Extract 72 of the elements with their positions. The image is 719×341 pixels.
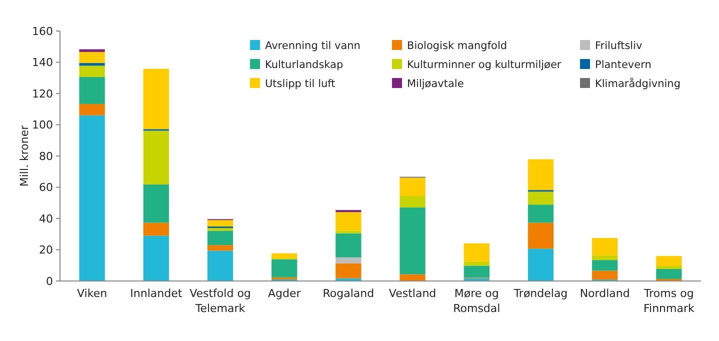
bar — [400, 207, 426, 274]
bar — [528, 204, 554, 223]
bar — [272, 259, 298, 278]
y-tick-label: 120 — [32, 87, 53, 100]
y-tick-label: 0 — [46, 274, 53, 288]
y-axis-title: Mill. kroner — [18, 124, 31, 187]
bar — [464, 266, 490, 278]
x-tick-label: Troms og Finnmark — [643, 287, 696, 315]
bar — [400, 274, 426, 281]
bar — [207, 220, 234, 226]
bar — [336, 257, 362, 264]
y-tick-label: 20 — [39, 244, 53, 257]
legend-label: Avrenning til vann — [265, 40, 360, 52]
legend-label: Kulturminner og kulturmiljøer — [407, 59, 562, 71]
legend-label: Kulturlandskap — [265, 59, 344, 71]
bar — [336, 233, 362, 258]
x-tick-label: Vestland — [388, 287, 436, 300]
bar — [207, 250, 234, 281]
bar — [656, 266, 682, 269]
y-tick-label: 80 — [39, 150, 53, 163]
legend-label: Plantevern — [595, 59, 652, 71]
legend-label: Miljøavtale — [407, 78, 464, 90]
bar — [79, 63, 105, 66]
x-tick-label: Innlandet — [130, 287, 183, 300]
x-tick-label: Nordland — [580, 287, 630, 300]
bar — [79, 115, 105, 281]
bar — [528, 222, 554, 249]
x-tick-label: Viken — [77, 287, 108, 300]
bar — [592, 238, 618, 256]
bar — [79, 104, 105, 116]
bar — [464, 243, 490, 262]
bar — [207, 228, 234, 231]
bar — [272, 253, 298, 258]
legend-label: Friluftsliv — [595, 40, 642, 52]
x-tick-label: Agder — [268, 287, 302, 300]
bar — [528, 192, 554, 205]
bar — [143, 222, 169, 236]
x-tick-label: Vestfold og Telemark — [190, 287, 251, 315]
bar — [400, 196, 426, 208]
bar — [656, 268, 682, 279]
y-tick-label: 140 — [32, 56, 53, 70]
y-tick-label: 60 — [39, 181, 53, 194]
legend-label: Klimarådgivning — [595, 77, 680, 90]
bar — [656, 256, 682, 266]
bar — [336, 263, 362, 278]
bar — [79, 66, 105, 77]
bar — [592, 260, 618, 271]
x-tick-label: Trøndelag — [512, 287, 568, 300]
bar — [79, 49, 105, 52]
y-tick-label: 160 — [32, 24, 53, 38]
bar — [207, 245, 234, 251]
bar — [336, 212, 362, 231]
bar — [79, 52, 105, 64]
bar — [592, 270, 618, 280]
bar — [143, 130, 169, 184]
bar — [528, 248, 554, 281]
bar — [464, 262, 490, 266]
bar — [528, 159, 554, 190]
x-tick-label: Rogaland — [322, 287, 374, 300]
bar — [143, 68, 169, 130]
y-tick-label: 100 — [32, 118, 53, 132]
bar — [400, 178, 426, 196]
bar — [592, 255, 618, 260]
bar — [143, 184, 169, 223]
bar — [207, 230, 234, 246]
y-tick-label: 40 — [39, 212, 53, 226]
bar — [79, 76, 105, 104]
bar — [336, 230, 362, 234]
x-tick-label: Møre og Romsdal — [453, 287, 500, 315]
bar — [143, 236, 169, 281]
legend-label: Utslipp til luft — [265, 78, 336, 90]
legend-label: Biologisk mangfold — [407, 40, 508, 52]
